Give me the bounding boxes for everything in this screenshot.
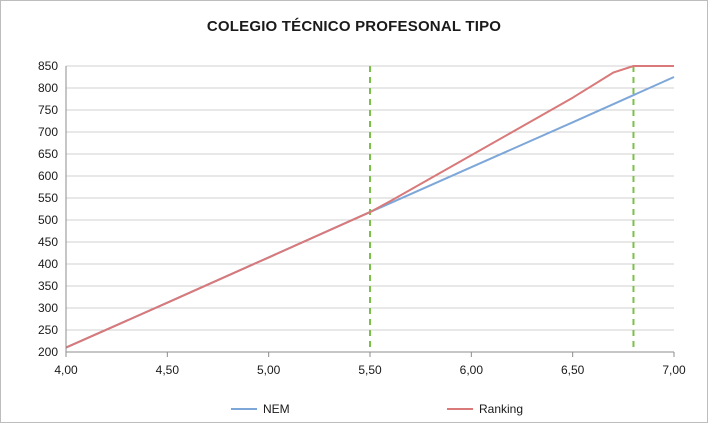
y-tick-label: 200 <box>38 345 58 359</box>
x-tick-label: 4,00 <box>54 363 78 377</box>
y-tick-label: 350 <box>38 279 58 293</box>
y-tick-label: 550 <box>38 191 58 205</box>
x-tick-label: 6,50 <box>561 363 585 377</box>
legend: NEM Ranking <box>231 402 523 416</box>
x-tick-label: 4,50 <box>156 363 180 377</box>
y-tick-label: 250 <box>38 323 58 337</box>
series-line-ranking <box>65 65 674 349</box>
y-tick-label: 650 <box>38 147 58 161</box>
y-tick-label: 700 <box>38 125 58 139</box>
y-tick-label: 600 <box>38 169 58 183</box>
legend-label-nem: NEM <box>263 402 290 416</box>
y-tick-label: 800 <box>38 81 58 95</box>
y-tick-label: 300 <box>38 301 58 315</box>
series-lines <box>65 65 675 349</box>
y-tick-labels: 200 250 300 350 400 450 500 550 600 650 700 750 800 8… <box>38 59 58 359</box>
y-tick-label: 850 <box>38 59 58 73</box>
x-tick-label: 7,00 <box>662 363 686 377</box>
x-tick-label: 6,00 <box>460 363 484 377</box>
y-tick-label: 450 <box>38 235 58 249</box>
legend-label-ranking: Ranking <box>479 402 523 416</box>
y-tick-label: 750 <box>38 103 58 117</box>
reference-lines <box>369 66 635 352</box>
y-tick-label: 400 <box>38 257 58 271</box>
x-tick-label: 5,00 <box>257 363 281 377</box>
x-tick-label: 5,50 <box>358 363 382 377</box>
axes <box>65 66 675 357</box>
x-tick-labels: 4,00 4,50 5,00 5,50 6,00 6,50 7,00 <box>54 363 686 377</box>
y-tick-label: 500 <box>38 213 58 227</box>
chart-title: COLEGIO TÉCNICO PROFESONAL TIPO <box>206 18 502 35</box>
